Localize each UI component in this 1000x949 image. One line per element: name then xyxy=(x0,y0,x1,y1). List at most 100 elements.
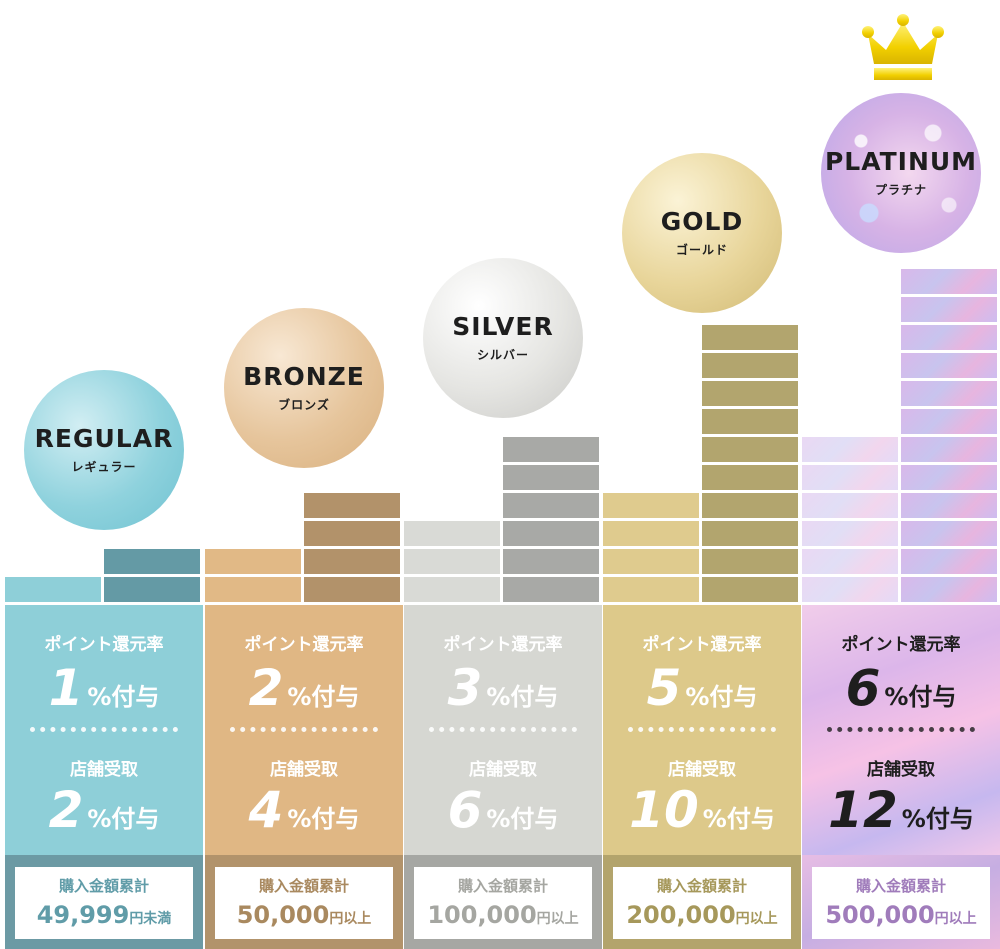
cumulative-footer: 購入金額累計 200,000円以上 xyxy=(603,855,801,949)
tier-column-bronze: BRONZE ブロンズ ポイント還元率 2 %付与 店舗受取 4 %付与 購入金… xyxy=(205,0,403,949)
store-pickup-suffix: %付与 xyxy=(702,805,775,833)
dotted-divider xyxy=(429,727,577,732)
store-pickup-number: 10 xyxy=(629,781,699,839)
tier-name: REGULAR xyxy=(34,423,174,453)
dotted-divider xyxy=(30,727,178,732)
store-pickup-label: 店舗受取 xyxy=(270,760,338,780)
cumulative-threshold: 50,000円以上 xyxy=(215,901,393,929)
store-pickup-suffix: %付与 xyxy=(87,805,160,833)
store-pickup-number: 2 xyxy=(48,781,84,839)
point-rate-suffix: %付与 xyxy=(486,683,559,711)
point-rate-suffix: %付与 xyxy=(287,683,360,711)
cumulative-footer: 購入金額累計 500,000円以上 xyxy=(802,855,1000,949)
cumulative-amount: 200,000 xyxy=(626,901,736,929)
tier-kana: シルバー xyxy=(476,348,529,363)
cumulative-threshold: 500,000円以上 xyxy=(812,901,990,929)
store-pickup-label: 店舗受取 xyxy=(867,760,935,780)
store-pickup-label: 店舗受取 xyxy=(469,760,537,780)
benefit-panel: ポイント還元率 5 %付与 店舗受取 10 %付与 xyxy=(603,605,801,855)
store-pickup-value: 10 %付与 xyxy=(603,785,801,835)
cumulative-box: 購入金額累計 100,000円以上 xyxy=(414,867,592,939)
point-rate-number: 2 xyxy=(248,659,284,717)
tier-name: SILVER xyxy=(452,311,554,341)
point-rate-value: 1 %付与 xyxy=(5,663,203,713)
store-pickup-value: 2 %付与 xyxy=(5,785,203,835)
cumulative-amount: 500,000 xyxy=(825,901,935,929)
store-pickup-value: 4 %付与 xyxy=(205,785,403,835)
dotted-divider xyxy=(230,727,378,732)
tier-badge: REGULAR レギュラー xyxy=(24,370,184,530)
cumulative-suffix: 円以上 xyxy=(536,911,579,927)
benefit-panel: ポイント還元率 2 %付与 店舗受取 4 %付与 xyxy=(205,605,403,855)
tier-kana: ゴールド xyxy=(675,243,728,258)
tier-badge: PLATINUM プラチナ xyxy=(821,93,981,253)
cumulative-box: 購入金額累計 49,999円未満 xyxy=(15,867,193,939)
point-rate-suffix: %付与 xyxy=(685,683,758,711)
dotted-divider xyxy=(628,727,776,732)
point-rate-label: ポイント還元率 xyxy=(642,635,762,655)
tier-column-platinum: PLATINUM プラチナ ポイント還元率 6 %付与 店舗受取 12 %付与 xyxy=(802,0,1000,949)
tier-column-regular: REGULAR レギュラー ポイント還元率 1 %付与 店舗受取 2 %付与 購… xyxy=(5,0,203,949)
cumulative-suffix: 円以上 xyxy=(934,911,977,927)
crown-icon xyxy=(862,14,944,80)
cumulative-label: 購入金額累計 xyxy=(258,877,349,895)
cumulative-amount: 49,999 xyxy=(36,901,130,929)
point-rate-number: 5 xyxy=(646,659,682,717)
cumulative-label: 購入金額累計 xyxy=(855,877,946,895)
cumulative-amount: 100,000 xyxy=(427,901,537,929)
store-pickup-suffix: %付与 xyxy=(486,805,559,833)
store-pickup-value: 6 %付与 xyxy=(404,785,602,835)
cumulative-label: 購入金額累計 xyxy=(58,877,149,895)
store-pickup-number: 4 xyxy=(248,781,284,839)
store-pickup-suffix: %付与 xyxy=(287,805,360,833)
cumulative-threshold: 49,999円未満 xyxy=(15,901,193,929)
store-pickup-label: 店舗受取 xyxy=(70,760,138,780)
tier-badge: GOLD ゴールド xyxy=(622,153,782,313)
cumulative-threshold: 100,000円以上 xyxy=(414,901,592,929)
store-pickup-number: 12 xyxy=(828,781,898,839)
point-rate-label: ポイント還元率 xyxy=(841,635,961,655)
store-pickup-suffix: %付与 xyxy=(901,805,974,833)
dotted-divider xyxy=(827,727,975,732)
tier-badge: BRONZE ブロンズ xyxy=(224,308,384,468)
tier-kana: レギュラー xyxy=(71,460,137,475)
point-rate-label: ポイント還元率 xyxy=(244,635,364,655)
cumulative-label: 購入金額累計 xyxy=(457,877,548,895)
point-rate-value: 6 %付与 xyxy=(802,663,1000,713)
point-rate-value: 5 %付与 xyxy=(603,663,801,713)
store-pickup-label: 店舗受取 xyxy=(668,760,736,780)
cumulative-box: 購入金額累計 500,000円以上 xyxy=(812,867,990,939)
point-rate-value: 2 %付与 xyxy=(205,663,403,713)
tier-kana: ブロンズ xyxy=(278,398,330,413)
point-rate-value: 3 %付与 xyxy=(404,663,602,713)
cumulative-box: 購入金額累計 50,000円以上 xyxy=(215,867,393,939)
store-pickup-value: 12 %付与 xyxy=(802,785,1000,835)
point-rate-label: ポイント還元率 xyxy=(44,635,164,655)
tier-kana: プラチナ xyxy=(874,183,927,198)
point-rate-number: 3 xyxy=(447,659,483,717)
point-rate-number: 6 xyxy=(845,659,881,717)
tier-name: GOLD xyxy=(660,206,744,236)
point-rate-label: ポイント還元率 xyxy=(443,635,563,655)
cumulative-label: 購入金額累計 xyxy=(656,877,747,895)
cumulative-suffix: 円以上 xyxy=(735,911,778,927)
store-pickup-number: 6 xyxy=(447,781,483,839)
benefit-panel: ポイント還元率 3 %付与 店舗受取 6 %付与 xyxy=(404,605,602,855)
point-rate-number: 1 xyxy=(48,659,84,717)
cumulative-footer: 購入金額累計 49,999円未満 xyxy=(5,855,203,949)
cumulative-threshold: 200,000円以上 xyxy=(613,901,791,929)
tier-column-gold: GOLD ゴールド ポイント還元率 5 %付与 店舗受取 10 %付与 購入金額 xyxy=(603,0,801,949)
cumulative-amount: 50,000 xyxy=(236,901,330,929)
point-rate-suffix: %付与 xyxy=(87,683,160,711)
tier-column-silver: SILVER シルバー ポイント還元率 3 %付与 店舗受取 6 %付与 購入金… xyxy=(404,0,602,949)
point-rate-suffix: %付与 xyxy=(884,683,957,711)
cumulative-suffix: 円未満 xyxy=(129,911,172,927)
benefit-panel: ポイント還元率 6 %付与 店舗受取 12 %付与 xyxy=(802,605,1000,855)
tier-name: BRONZE xyxy=(243,361,365,391)
tier-name: PLATINUM xyxy=(824,146,978,176)
tier-badge: SILVER シルバー xyxy=(423,258,583,418)
cumulative-footer: 購入金額累計 50,000円以上 xyxy=(205,855,403,949)
cumulative-suffix: 円以上 xyxy=(329,911,372,927)
cumulative-footer: 購入金額累計 100,000円以上 xyxy=(404,855,602,949)
benefit-panel: ポイント還元率 1 %付与 店舗受取 2 %付与 xyxy=(5,605,203,855)
